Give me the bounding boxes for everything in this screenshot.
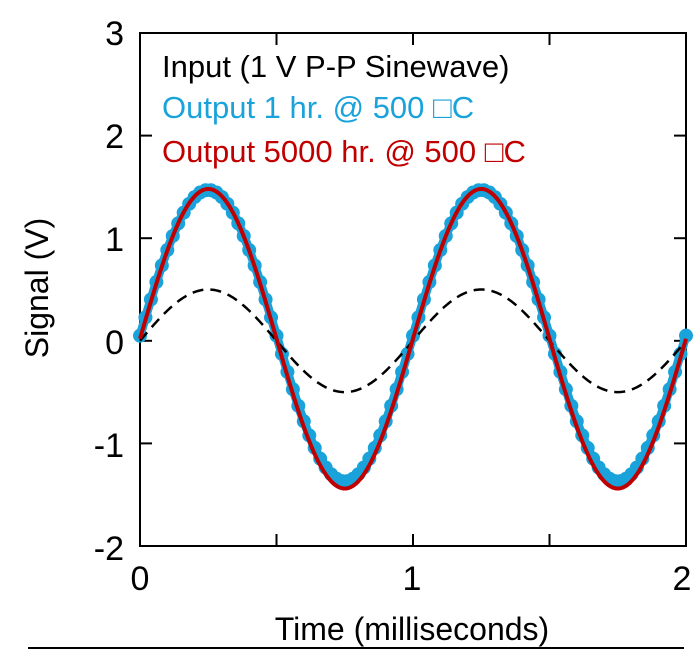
plot-area <box>133 32 693 547</box>
x-tick-label: 0 <box>131 560 150 598</box>
y-tick-label: 0 <box>105 324 124 362</box>
x-tick-label: 2 <box>673 560 692 598</box>
y-tick-labels: -2 -1 0 1 2 3 <box>94 15 124 568</box>
y-tick-label: -1 <box>94 427 124 465</box>
y-tick-label: -2 <box>94 530 124 568</box>
legend: Input (1 V P-P Sinewave) Output 1 hr. @ … <box>162 49 526 169</box>
series-line-output-5000hr <box>138 186 688 491</box>
legend-entry-output-1hr: Output 1 hr. @ 500 □C <box>162 90 474 125</box>
y-tick-label: 3 <box>105 15 124 53</box>
data-point-output-1hr <box>679 328 693 343</box>
legend-entry-input: Input (1 V P-P Sinewave) <box>162 49 510 84</box>
x-tick-labels: 0 1 2 <box>131 560 692 598</box>
legend-entry-output-5000hr: Output 5000 hr. @ 500 □C <box>162 134 526 169</box>
y-tick-label: 1 <box>105 221 124 259</box>
y-axis-label: Signal (V) <box>19 218 55 359</box>
x-tick-label: 1 <box>403 560 422 598</box>
y-tick-label: 2 <box>105 118 124 156</box>
x-axis-label: Time (milliseconds) <box>275 611 549 647</box>
